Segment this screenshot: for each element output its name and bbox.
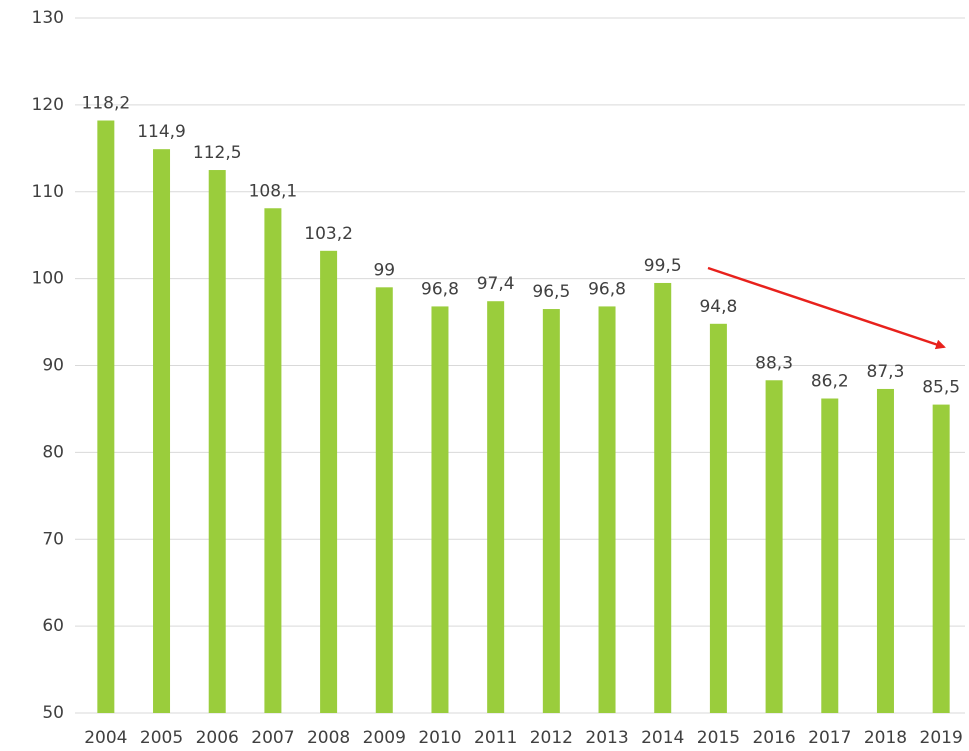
data-label: 96,8 bbox=[588, 279, 626, 299]
bar bbox=[153, 149, 171, 713]
x-tick-label: 2009 bbox=[363, 728, 406, 748]
bar bbox=[208, 170, 226, 713]
x-tick-label: 2006 bbox=[196, 728, 239, 748]
data-label: 96,5 bbox=[532, 282, 570, 302]
data-label: 114,9 bbox=[137, 122, 186, 142]
data-label: 94,8 bbox=[699, 297, 737, 317]
bar bbox=[821, 398, 839, 713]
data-label: 108,1 bbox=[249, 181, 298, 201]
data-label: 86,2 bbox=[811, 372, 849, 392]
bar bbox=[598, 306, 616, 713]
x-tick-label: 2013 bbox=[585, 728, 628, 748]
y-tick-label: 70 bbox=[42, 529, 64, 549]
bar bbox=[320, 250, 338, 713]
data-label: 96,8 bbox=[421, 279, 459, 299]
y-tick-label: 60 bbox=[42, 616, 64, 636]
data-label: 87,3 bbox=[867, 362, 905, 382]
bar bbox=[765, 380, 783, 713]
y-tick-label: 90 bbox=[42, 356, 64, 376]
data-label: 97,4 bbox=[477, 274, 515, 294]
x-tick-label: 2007 bbox=[251, 728, 294, 748]
x-tick-label: 2014 bbox=[641, 728, 684, 748]
x-tick-label: 2008 bbox=[307, 728, 350, 748]
data-label: 99 bbox=[373, 260, 395, 280]
y-tick-label: 110 bbox=[32, 182, 64, 202]
x-tick-label: 2004 bbox=[84, 728, 127, 748]
trend-arrow bbox=[707, 266, 946, 350]
bar bbox=[654, 282, 672, 713]
bar bbox=[487, 301, 505, 713]
x-tick-label: 2018 bbox=[864, 728, 907, 748]
y-tick-label: 80 bbox=[42, 442, 64, 462]
bar bbox=[264, 208, 282, 713]
bar bbox=[932, 404, 950, 713]
x-tick-label: 2011 bbox=[474, 728, 517, 748]
bar bbox=[876, 388, 894, 713]
x-tick-label: 2010 bbox=[418, 728, 461, 748]
x-tick-label: 2019 bbox=[920, 728, 963, 748]
data-label: 99,5 bbox=[644, 256, 682, 276]
bar bbox=[431, 306, 449, 713]
x-tick-label: 2005 bbox=[140, 728, 183, 748]
x-tick-label: 2015 bbox=[697, 728, 740, 748]
y-tick-label: 130 bbox=[32, 8, 64, 28]
x-tick-label: 2017 bbox=[808, 728, 851, 748]
bar bbox=[375, 287, 393, 713]
data-label: 118,2 bbox=[82, 94, 131, 114]
data-label: 85,5 bbox=[922, 378, 960, 398]
y-tick-label: 50 bbox=[42, 703, 64, 723]
x-tick-label: 2016 bbox=[752, 728, 795, 748]
x-tick-label: 2012 bbox=[530, 728, 573, 748]
data-label: 103,2 bbox=[304, 224, 353, 244]
bar bbox=[709, 323, 727, 713]
bar bbox=[97, 120, 115, 713]
data-label: 88,3 bbox=[755, 353, 793, 373]
y-tick-label: 120 bbox=[32, 95, 64, 115]
data-label: 112,5 bbox=[193, 143, 242, 163]
y-tick-label: 100 bbox=[32, 269, 64, 289]
bar bbox=[542, 309, 560, 713]
